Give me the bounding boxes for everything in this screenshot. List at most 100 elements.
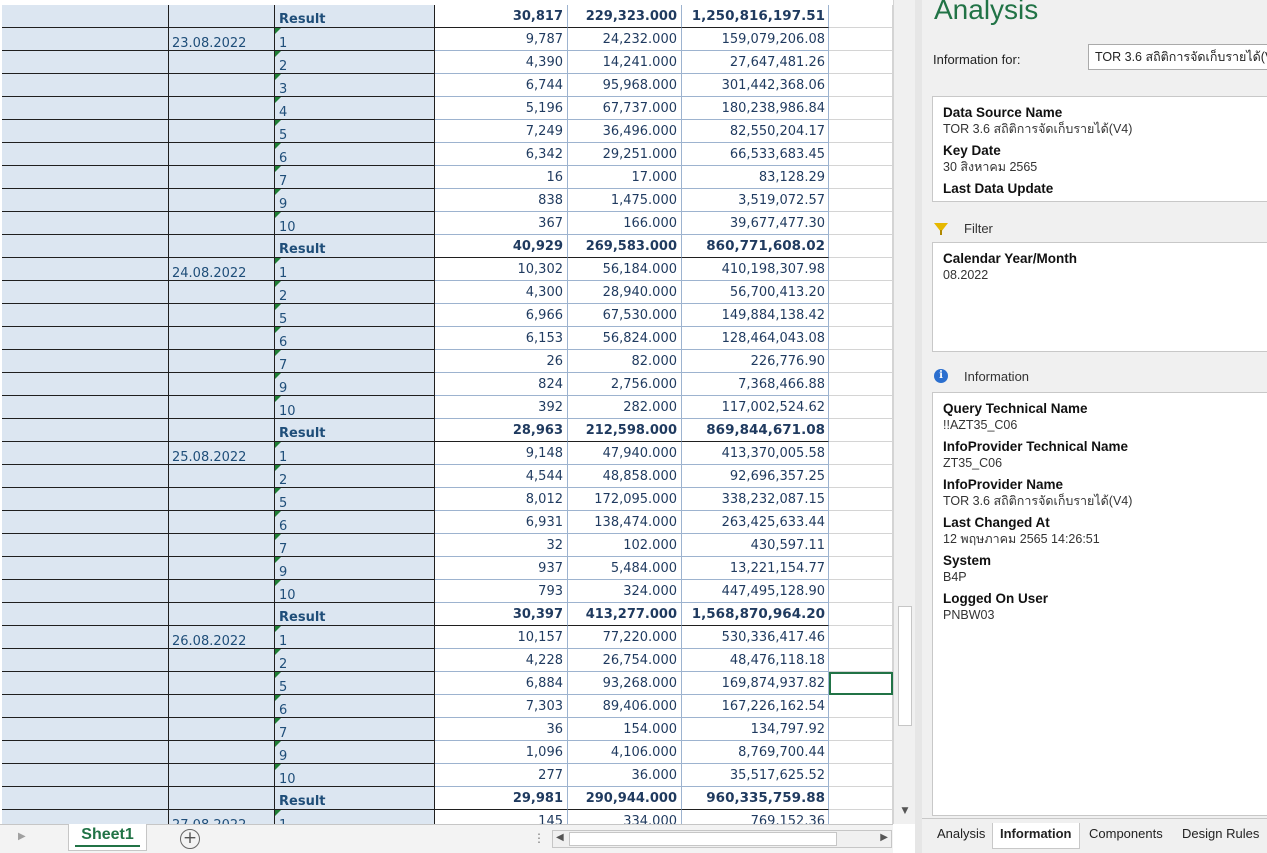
item-cell[interactable]: 7 [275,718,435,741]
cell-a[interactable] [2,672,169,695]
empty-cell[interactable] [829,787,893,810]
empty-cell[interactable] [829,741,893,764]
quantity-cell[interactable]: 324.000 [568,580,682,603]
quantity-cell[interactable]: 413,277.000 [568,603,682,626]
item-cell[interactable]: 7 [275,350,435,373]
count-cell[interactable]: 6,966 [435,304,568,327]
sheet-tab-sheet1[interactable]: Sheet1 [68,824,147,851]
cell-a[interactable] [2,626,169,649]
empty-cell[interactable] [829,557,893,580]
quantity-cell[interactable]: 28,940.000 [568,281,682,304]
empty-cell[interactable] [829,442,893,465]
quantity-cell[interactable]: 48,858.000 [568,465,682,488]
cell-a[interactable] [2,235,169,258]
vertical-scrollbar[interactable]: ▼ [893,0,915,824]
amount-cell[interactable]: 8,769,700.44 [682,741,829,764]
quantity-cell[interactable]: 67,737.000 [568,97,682,120]
count-cell[interactable]: 32 [435,534,568,557]
empty-cell[interactable] [829,810,893,824]
date-cell[interactable] [169,672,275,695]
quantity-cell[interactable]: 102.000 [568,534,682,557]
count-cell[interactable]: 6,744 [435,74,568,97]
result-label-cell[interactable]: Result [275,419,435,442]
count-cell[interactable]: 16 [435,166,568,189]
amount-cell[interactable]: 263,425,633.44 [682,511,829,534]
date-cell[interactable] [169,534,275,557]
cell-a[interactable] [2,28,169,51]
date-cell[interactable] [169,511,275,534]
cell-a[interactable] [2,281,169,304]
item-cell[interactable]: 1 [275,28,435,51]
count-cell[interactable]: 277 [435,764,568,787]
amount-cell[interactable]: 869,844,671.08 [682,419,829,442]
date-cell[interactable] [169,51,275,74]
empty-cell[interactable] [829,419,893,442]
count-cell[interactable]: 5,196 [435,97,568,120]
amount-cell[interactable]: 83,128.29 [682,166,829,189]
amount-cell[interactable]: 960,335,759.88 [682,787,829,810]
cell-a[interactable] [2,5,169,28]
item-cell[interactable]: 7 [275,534,435,557]
amount-cell[interactable]: 149,884,138.42 [682,304,829,327]
empty-cell[interactable] [829,51,893,74]
date-cell[interactable] [169,488,275,511]
empty-cell[interactable] [829,465,893,488]
empty-cell[interactable] [829,350,893,373]
date-cell[interactable]: 27.08.2022 [169,810,275,824]
item-cell[interactable]: 9 [275,557,435,580]
count-cell[interactable]: 145 [435,810,568,824]
scroll-left-arrow-icon[interactable]: ◀ [556,832,564,843]
amount-cell[interactable]: 530,336,417.46 [682,626,829,649]
quantity-cell[interactable]: 172,095.000 [568,488,682,511]
date-cell[interactable] [169,281,275,304]
empty-cell[interactable] [829,695,893,718]
amount-cell[interactable]: 128,464,043.08 [682,327,829,350]
count-cell[interactable]: 7,249 [435,120,568,143]
date-cell[interactable]: 25.08.2022 [169,442,275,465]
empty-cell[interactable] [829,212,893,235]
amount-cell[interactable]: 769,152.36 [682,810,829,824]
amount-cell[interactable]: 180,238,986.84 [682,97,829,120]
count-cell[interactable]: 26 [435,350,568,373]
result-label-cell[interactable]: Result [275,235,435,258]
amount-cell[interactable]: 56,700,413.20 [682,281,829,304]
date-cell[interactable] [169,787,275,810]
amount-cell[interactable]: 1,568,870,964.20 [682,603,829,626]
amount-cell[interactable]: 13,221,154.77 [682,557,829,580]
item-cell[interactable]: 5 [275,120,435,143]
empty-cell[interactable] [829,166,893,189]
item-cell[interactable]: 2 [275,51,435,74]
horizontal-scroll-thumb[interactable] [569,832,837,846]
empty-cell[interactable] [829,373,893,396]
count-cell[interactable]: 36 [435,718,568,741]
item-cell[interactable]: 9 [275,741,435,764]
quantity-cell[interactable]: 95,968.000 [568,74,682,97]
empty-cell[interactable] [829,396,893,419]
amount-cell[interactable]: 66,533,683.45 [682,143,829,166]
empty-cell[interactable] [829,120,893,143]
quantity-cell[interactable]: 17.000 [568,166,682,189]
quantity-cell[interactable]: 166.000 [568,212,682,235]
date-cell[interactable]: 23.08.2022 [169,28,275,51]
date-cell[interactable] [169,603,275,626]
quantity-cell[interactable]: 29,251.000 [568,143,682,166]
empty-cell[interactable] [829,511,893,534]
empty-cell[interactable] [829,580,893,603]
amount-cell[interactable]: 447,495,128.90 [682,580,829,603]
date-cell[interactable] [169,741,275,764]
count-cell[interactable]: 367 [435,212,568,235]
empty-cell[interactable] [829,718,893,741]
empty-cell[interactable] [829,143,893,166]
cell-a[interactable] [2,718,169,741]
amount-cell[interactable]: 48,476,118.18 [682,649,829,672]
date-cell[interactable] [169,327,275,350]
quantity-cell[interactable]: 138,474.000 [568,511,682,534]
item-cell[interactable]: 1 [275,810,435,824]
count-cell[interactable]: 4,228 [435,649,568,672]
quantity-cell[interactable]: 334.000 [568,810,682,824]
count-cell[interactable]: 30,817 [435,5,568,28]
date-cell[interactable] [169,120,275,143]
date-cell[interactable] [169,166,275,189]
info-for-dropdown[interactable]: TOR 3.6 สถิติการจัดเก็บรายได้(V4) [1088,44,1267,70]
empty-cell[interactable] [829,97,893,120]
